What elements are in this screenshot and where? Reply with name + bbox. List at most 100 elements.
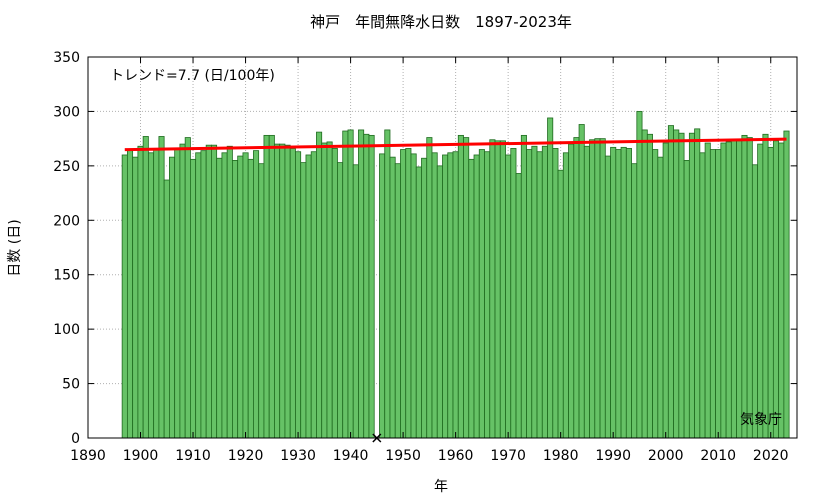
bar: [678, 132, 685, 439]
x-tick-label: 1910: [175, 448, 211, 464]
bar: [636, 111, 643, 439]
y-axis-label: 日数 (日): [7, 219, 23, 276]
bar: [783, 130, 790, 439]
bar: [751, 164, 759, 439]
bar: [174, 148, 181, 439]
y-tick-label: 350: [53, 50, 80, 66]
bar: [547, 117, 554, 439]
bar: [126, 149, 134, 439]
bar: [552, 148, 559, 439]
bar: [720, 142, 727, 439]
bar: [211, 144, 218, 439]
bar: [736, 140, 743, 439]
bar: [473, 154, 480, 439]
bar: [142, 136, 149, 439]
y-tick-label: 300: [53, 104, 80, 120]
bar: [510, 148, 517, 439]
bar: [237, 155, 244, 439]
x-axis-label: 年: [434, 479, 448, 495]
bar: [562, 152, 569, 439]
bar: [615, 149, 622, 439]
bar: [531, 145, 538, 439]
bar: [457, 134, 464, 439]
bar: [594, 138, 601, 439]
bar: [158, 136, 165, 439]
y-tick-label: 50: [62, 377, 80, 393]
bar: [279, 143, 286, 439]
bar: [153, 148, 160, 439]
bar: [200, 150, 207, 439]
bar: [300, 162, 307, 439]
bar: [221, 152, 228, 439]
bar: [447, 152, 454, 439]
bar: [258, 163, 265, 439]
credit-label: 気象庁: [740, 412, 782, 428]
bar: [326, 141, 333, 439]
bar: [121, 154, 128, 439]
bar: [646, 133, 653, 439]
bar: [316, 131, 323, 439]
bar: [295, 151, 302, 439]
x-tick-label: 2000: [648, 448, 684, 464]
bar: [452, 151, 459, 439]
bar: [268, 134, 275, 439]
bar: [778, 142, 785, 439]
bar: [405, 148, 412, 439]
bar: [442, 154, 449, 439]
bar: [242, 152, 249, 439]
bar: [426, 137, 433, 439]
bar: [730, 139, 737, 439]
bar: [379, 153, 386, 439]
bar: [641, 129, 648, 439]
bar: [179, 143, 186, 439]
y-tick-label: 200: [53, 213, 80, 229]
bar: [568, 143, 575, 439]
bar: [499, 140, 506, 439]
x-tick-label: 1900: [123, 448, 159, 464]
x-tick-label: 1890: [70, 448, 106, 464]
bar: [631, 163, 638, 439]
bar: [147, 152, 155, 439]
bar: [253, 150, 260, 439]
bar: [515, 173, 522, 439]
x-tick-label: 1990: [595, 448, 631, 464]
bar: [342, 130, 349, 439]
bar: [132, 156, 139, 439]
x-tick-label: 1970: [490, 448, 526, 464]
bar: [478, 149, 485, 439]
bar: [526, 149, 533, 439]
bar-series: [121, 111, 790, 439]
bar: [505, 154, 512, 439]
bar: [699, 152, 706, 439]
bar: [709, 149, 716, 439]
bar: [310, 151, 317, 439]
bar: [274, 143, 281, 439]
bar: [468, 158, 475, 439]
bar: [573, 137, 580, 439]
bar: [489, 139, 496, 439]
bar: [599, 138, 606, 439]
bar: [704, 142, 711, 439]
bar: [757, 143, 764, 439]
bar: [683, 160, 690, 439]
bar: [431, 152, 438, 439]
x-tick-label: 2020: [753, 448, 789, 464]
bar: [604, 155, 611, 439]
chart-title: 神戸 年間無降水日数 1897-2023年: [310, 13, 572, 31]
axis-ticks: 1890 1900 1910 1920 1930 1940 1950 1960 1970 1980…: [53, 50, 797, 464]
bar: [662, 142, 669, 439]
bar: [216, 157, 223, 439]
bar: [247, 158, 254, 439]
y-tick-label: 250: [53, 159, 80, 175]
x-tick-label: 1920: [228, 448, 264, 464]
bar: [321, 142, 328, 439]
bar: [541, 145, 548, 439]
bar: [463, 137, 470, 439]
bar: [520, 134, 527, 439]
bar: [305, 154, 312, 439]
bar: [163, 179, 170, 439]
bar: [337, 162, 344, 439]
bar: [725, 141, 732, 439]
bar: [746, 137, 753, 439]
bar: [226, 145, 233, 439]
